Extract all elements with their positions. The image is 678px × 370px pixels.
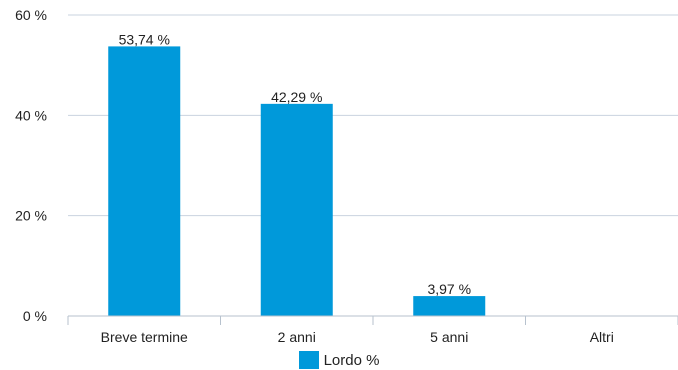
y-tick-label: 60 %	[15, 7, 47, 23]
data-label: 3,97 %	[427, 281, 471, 297]
data-labels: 53,74 % 42,29 % 3,97 %	[119, 31, 471, 297]
x-axis	[67, 315, 678, 325]
x-tick-label: 2 anni	[278, 329, 316, 345]
y-axis-tick-labels: 0 % 20 % 40 % 60 %	[15, 7, 47, 324]
legend: Lordo %	[0, 350, 678, 370]
legend-swatch	[298, 351, 319, 369]
y-tick-label: 0 %	[23, 308, 47, 324]
x-axis-tick-labels: Breve termine 2 anni 5 anni Altri	[101, 329, 614, 345]
legend-label: Lordo %	[323, 351, 380, 369]
bar	[413, 296, 486, 316]
x-tick-label: Altri	[590, 329, 614, 345]
y-tick-label: 40 %	[15, 107, 47, 123]
bars	[108, 46, 486, 317]
x-tick-label: Breve termine	[101, 329, 188, 345]
bar	[108, 46, 181, 317]
x-tick-label: 5 anni	[430, 329, 468, 345]
data-label: 42,29 %	[271, 89, 322, 105]
y-tick-label: 20 %	[15, 208, 47, 224]
data-label: 53,74 %	[119, 31, 170, 47]
bar	[260, 103, 333, 316]
